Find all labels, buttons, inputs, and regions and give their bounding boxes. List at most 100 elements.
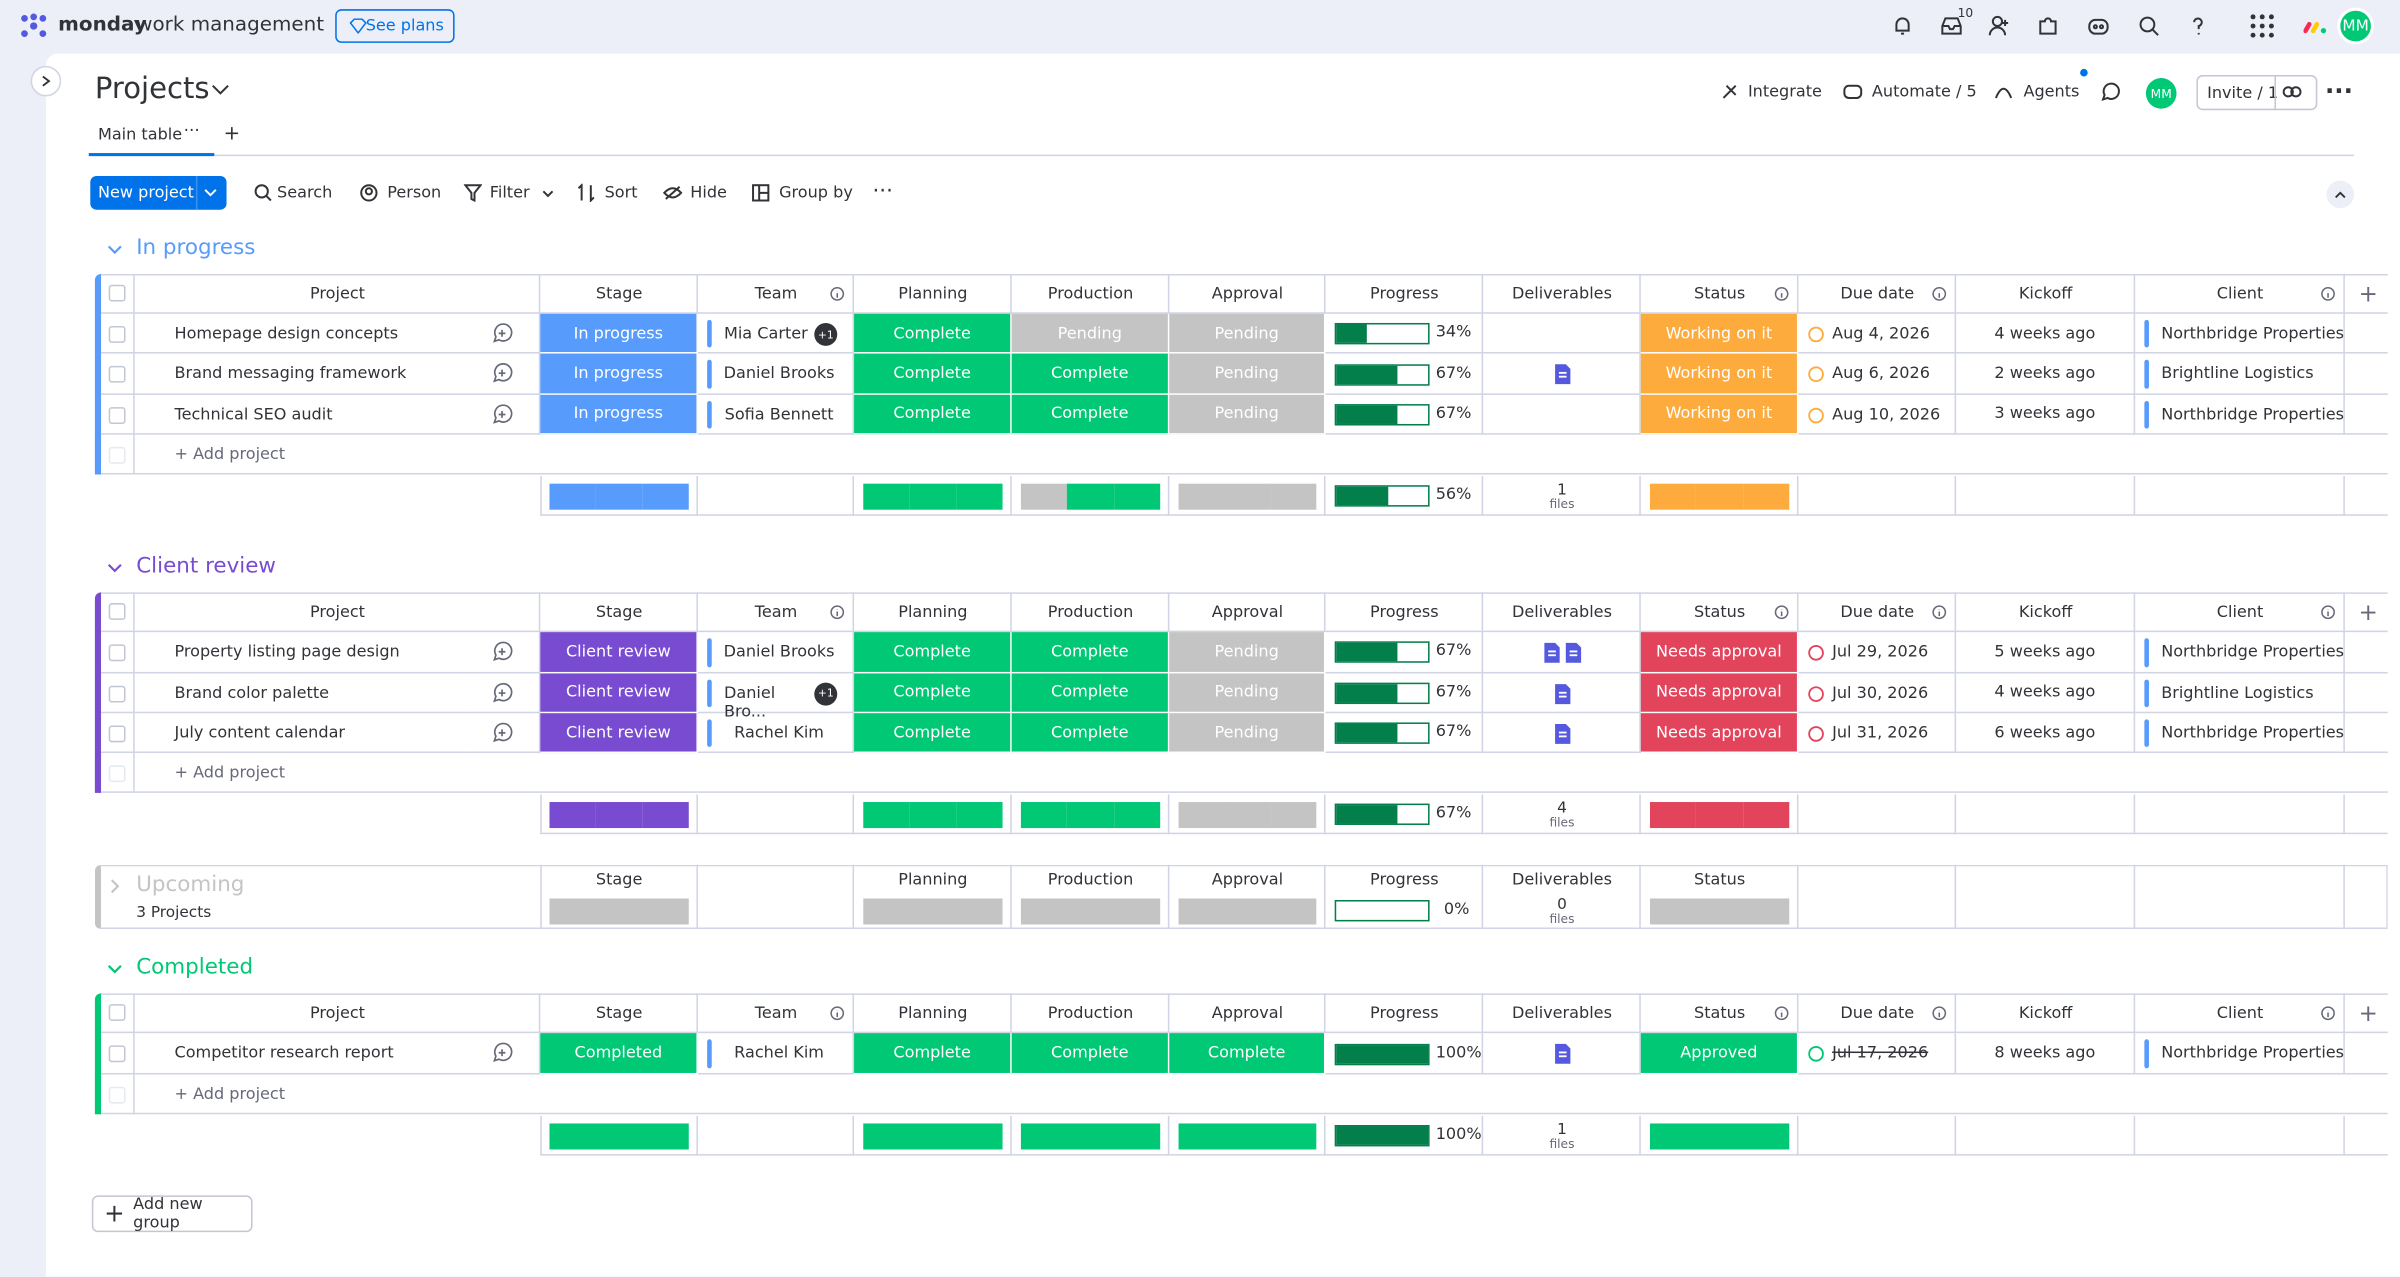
status-label[interactable]: Complete xyxy=(854,394,1012,435)
group-title[interactable]: In progress xyxy=(136,235,256,261)
item-name[interactable]: Technical SEO audit xyxy=(174,405,333,424)
status-label[interactable]: Needs approval xyxy=(1640,632,1799,673)
team-extra[interactable]: +1 xyxy=(814,322,838,346)
status-label[interactable]: Complete xyxy=(854,1033,1012,1075)
team-name[interactable]: Mia Carter xyxy=(723,324,808,343)
status-label[interactable]: Pending xyxy=(1169,394,1326,435)
add-item[interactable]: + Add project xyxy=(174,1084,286,1104)
invite-button[interactable]: Invite / 1 xyxy=(2196,74,2318,111)
due-date[interactable]: Jul 30, 2026 xyxy=(1832,683,1929,702)
team-extra[interactable]: +1 xyxy=(814,682,838,705)
file-icon[interactable] xyxy=(1542,642,1560,665)
checkbox[interactable] xyxy=(108,644,126,662)
add-column[interactable]: + xyxy=(2358,280,2378,308)
info-icon[interactable] xyxy=(2320,1006,2335,1021)
updates-icon[interactable] xyxy=(491,363,513,384)
sidebar-toggle[interactable] xyxy=(30,65,62,97)
status-label[interactable]: In progress xyxy=(540,354,698,395)
status-label[interactable]: Completed xyxy=(540,1033,698,1075)
file-icon[interactable] xyxy=(1564,642,1582,665)
add-item[interactable]: + Add project xyxy=(174,764,286,783)
status-label[interactable]: Complete xyxy=(1011,354,1170,395)
filter-chevron[interactable] xyxy=(542,190,554,198)
file-icon[interactable] xyxy=(1553,722,1571,745)
status-label[interactable]: Working on it xyxy=(1640,354,1799,395)
info-icon[interactable] xyxy=(1932,605,1947,620)
team-name[interactable]: Daniel Brooks xyxy=(723,364,835,384)
status-label[interactable]: Pending xyxy=(1169,354,1326,395)
status-label[interactable]: Needs approval xyxy=(1640,713,1799,754)
status-label[interactable]: Pending xyxy=(1169,672,1326,714)
new-item-button[interactable]: New project xyxy=(90,176,227,210)
group-chevron[interactable] xyxy=(107,962,122,977)
status-label[interactable]: Complete xyxy=(1011,394,1170,435)
status-label[interactable]: Pending xyxy=(1169,313,1326,355)
item-name[interactable]: July content calendar xyxy=(174,723,346,743)
file-icon[interactable] xyxy=(1553,682,1571,705)
group-chevron[interactable] xyxy=(107,560,122,575)
due-date[interactable]: Jul 17, 2026 xyxy=(1832,1044,1929,1063)
updates-icon[interactable] xyxy=(491,641,513,663)
invite-icon[interactable] xyxy=(1988,15,2009,36)
status-label[interactable]: Complete xyxy=(1011,713,1170,754)
board-avatar[interactable]: MM xyxy=(2145,78,2177,109)
due-date[interactable]: Jul 29, 2026 xyxy=(1832,643,1929,662)
status-label[interactable]: Complete xyxy=(854,672,1012,714)
inbox-icon[interactable] xyxy=(1941,15,1962,36)
group-title[interactable]: Completed xyxy=(136,955,254,981)
tab-menu[interactable]: ··· xyxy=(183,120,200,141)
checkbox[interactable] xyxy=(108,1004,126,1022)
team-name[interactable]: Daniel Brooks xyxy=(723,643,835,662)
status-label[interactable]: Complete xyxy=(854,632,1012,673)
item-name[interactable]: Homepage design concepts xyxy=(174,324,399,343)
title-chevron[interactable] xyxy=(211,84,229,96)
hide-button[interactable]: Hide xyxy=(690,183,727,203)
search-icon[interactable] xyxy=(2138,15,2159,36)
info-icon[interactable] xyxy=(1932,286,1947,301)
info-icon[interactable] xyxy=(830,1006,845,1021)
status-label[interactable]: Working on it xyxy=(1640,313,1799,355)
collapse-header[interactable] xyxy=(2326,180,2355,209)
client-name[interactable]: Northbridge Properties xyxy=(2161,1044,2345,1063)
client-name[interactable]: Northbridge Properties xyxy=(2161,405,2345,424)
due-date[interactable]: Aug 4, 2026 xyxy=(1832,324,1930,343)
person-button[interactable]: Person xyxy=(387,183,442,203)
add-group-button[interactable]: + Add new group xyxy=(91,1195,253,1233)
due-date[interactable]: Jul 31, 2026 xyxy=(1832,723,1929,743)
see-plans-button[interactable]: See plans xyxy=(335,9,455,43)
tab-label[interactable]: Main table xyxy=(97,125,183,144)
info-icon[interactable] xyxy=(2320,286,2335,301)
new-item-chevron[interactable] xyxy=(204,188,218,197)
updates-icon[interactable] xyxy=(491,1043,513,1064)
due-date[interactable]: Aug 6, 2026 xyxy=(1832,364,1930,384)
group-chevron[interactable] xyxy=(107,242,122,257)
status-label[interactable]: Complete xyxy=(854,713,1012,754)
status-label[interactable]: Complete xyxy=(1011,672,1170,714)
group-by-button[interactable]: Group by xyxy=(779,183,853,203)
file-icon[interactable] xyxy=(1553,363,1571,386)
search-button[interactable]: Search xyxy=(277,183,333,203)
team-name[interactable]: Sofia Bennett xyxy=(724,405,834,424)
status-label[interactable]: Complete xyxy=(854,354,1012,395)
status-label[interactable]: Client review xyxy=(540,713,698,754)
checkbox[interactable] xyxy=(108,284,126,302)
status-label[interactable]: Client review xyxy=(540,672,698,714)
updates-icon[interactable] xyxy=(491,323,513,344)
client-name[interactable]: Northbridge Properties xyxy=(2161,643,2345,662)
user-avatar[interactable]: MM xyxy=(2337,7,2374,45)
item-name[interactable]: Brand color palette xyxy=(174,683,330,702)
status-label[interactable]: Complete xyxy=(1169,1033,1326,1075)
item-name[interactable]: Property listing page design xyxy=(174,643,400,662)
toolbar-menu[interactable]: ··· xyxy=(872,179,893,204)
checkbox[interactable] xyxy=(108,366,126,384)
info-icon[interactable] xyxy=(1774,286,1789,301)
switcher-icon[interactable] xyxy=(2250,14,2274,38)
group-title[interactable]: Client review xyxy=(136,554,276,579)
status-label[interactable]: Client review xyxy=(540,632,698,673)
updates-icon[interactable] xyxy=(491,722,513,743)
info-icon[interactable] xyxy=(1932,1006,1947,1021)
bell-icon[interactable] xyxy=(1892,15,1913,36)
add-column[interactable]: + xyxy=(2358,598,2378,627)
file-icon[interactable] xyxy=(1553,1043,1571,1066)
agents-button[interactable]: Agents xyxy=(2023,82,2080,102)
